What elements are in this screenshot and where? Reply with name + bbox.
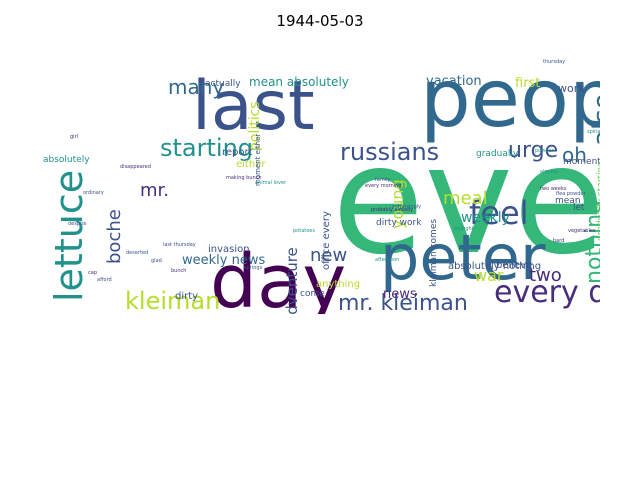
cloud-word-day: day bbox=[210, 239, 346, 314]
cloud-word-girl: girl bbox=[70, 134, 78, 140]
cloud-word-people: people bbox=[420, 52, 600, 145]
cloud-word-afternoon: afternoon bbox=[375, 257, 399, 263]
cloud-word-thursday: thursday bbox=[543, 59, 565, 65]
cloud-word-nothing: nothing bbox=[582, 200, 600, 284]
cloud-word-weekly: weekly bbox=[461, 210, 510, 226]
cloud-word-many: many bbox=[168, 75, 224, 99]
cloud-word-politics: politics bbox=[247, 101, 263, 151]
cloud-word-let: let bbox=[573, 203, 585, 213]
cloud-word-gradually: gradually bbox=[476, 149, 519, 159]
cloud-word-absolutely: absolutely bbox=[43, 155, 90, 165]
cloud-word-either: either bbox=[236, 159, 266, 170]
cloud-word-probably-already: probably already bbox=[371, 207, 413, 213]
cloud-word-oh: oh bbox=[562, 143, 587, 167]
cloud-word-two: two bbox=[529, 265, 562, 286]
cloud-word-moment: moment bbox=[563, 157, 600, 167]
cloud-word-meal: meal bbox=[443, 188, 488, 209]
cloud-word-despite: despite bbox=[68, 221, 86, 227]
cloud-word-afford: afford bbox=[97, 277, 112, 283]
cloud-word-moment-either: moment either bbox=[254, 134, 262, 186]
cloud-word-two-weeks: two weeks bbox=[540, 186, 567, 192]
cloud-word-first: first bbox=[515, 76, 540, 91]
cloud-word-mean: mean bbox=[555, 196, 581, 206]
cloud-word-peter: peter bbox=[380, 221, 546, 294]
cloud-word-russians: russians bbox=[340, 138, 439, 166]
cloud-word-deserted: deserted bbox=[126, 250, 148, 256]
cloud-word-report: report bbox=[222, 147, 253, 158]
cloud-word-adventure: adventure bbox=[283, 247, 301, 314]
cloud-word-last: last bbox=[192, 67, 315, 146]
cloud-word-dirty: dirty bbox=[175, 291, 198, 302]
cloud-word-glad: glad bbox=[151, 258, 162, 264]
cloud-word-every: every bbox=[332, 114, 600, 288]
cloud-word-come: come bbox=[300, 289, 325, 299]
cloud-word-feel: feel bbox=[469, 194, 529, 232]
cloud-word-starting: starting bbox=[160, 134, 253, 162]
cloud-word-anything: anything bbox=[316, 279, 360, 290]
cloud-word-springs: springs bbox=[244, 265, 263, 271]
cloud-word-lettuce: lettuce bbox=[47, 170, 91, 302]
cloud-word-actually: actually bbox=[205, 79, 241, 89]
cloud-word-absolutely-nothing: absolutely nothing bbox=[448, 261, 541, 272]
cloud-word-boche: boche bbox=[104, 209, 125, 264]
cloud-word-ordinary: ordinary bbox=[83, 190, 104, 196]
cloud-word-surprisingly: surprisingly bbox=[392, 204, 421, 210]
cloud-word-also: also bbox=[588, 93, 600, 146]
cloud-word-dirty-work: dirty work bbox=[376, 218, 422, 228]
cloud-word-making-bunch: making bunch bbox=[226, 175, 262, 181]
cloud-word-disappeared: disappeared bbox=[120, 164, 151, 170]
cloud-word-family: family bbox=[375, 177, 390, 183]
cloud-word-potatoes: potatoes bbox=[293, 228, 315, 234]
cloud-word-hard: hard bbox=[553, 238, 564, 244]
cloud-word-already: already bbox=[540, 169, 559, 175]
cloud-word-last-thursday: last thursday bbox=[163, 242, 196, 248]
cloud-word-every-morning: every morning bbox=[365, 183, 402, 189]
cloud-word-mr-kleiman: mr. kleiman bbox=[338, 291, 468, 314]
cloud-word-kleiman: kleiman bbox=[125, 287, 220, 314]
cloud-word-work: work bbox=[558, 82, 585, 95]
cloud-word-brought: brought bbox=[454, 226, 474, 232]
cloud-word-every-day: every day bbox=[494, 275, 600, 310]
cloud-word-mean-absolutely: mean absolutely bbox=[249, 75, 349, 89]
word-cloud-canvas: everypeople last day peter lettuce every day f… bbox=[43, 52, 600, 314]
cloud-word-bunch: bunch bbox=[171, 268, 186, 274]
cloud-word-gradually-starting: gradually starting bbox=[596, 161, 600, 241]
cloud-word-new: new bbox=[310, 245, 347, 266]
chart-title: 1944-05-03 bbox=[276, 12, 364, 30]
cloud-word-urge: urge bbox=[508, 138, 558, 163]
cloud-word-powder: powder bbox=[535, 148, 555, 154]
cloud-word-invasion: invasion bbox=[208, 244, 250, 255]
cloud-word-war: war bbox=[474, 266, 504, 285]
cloud-word-office-every: office every bbox=[321, 211, 332, 270]
cloud-word-believe: believe bbox=[496, 260, 532, 271]
cloud-word-cap: cap bbox=[88, 270, 97, 276]
cloud-word-news: news bbox=[383, 287, 417, 302]
cloud-word-vegetables: vegetables bbox=[568, 228, 596, 234]
cloud-word-young: young bbox=[388, 179, 407, 229]
word-cloud: everypeople last day peter lettuce every day f… bbox=[40, 34, 600, 314]
cloud-word-kleiman-comes: kleiman comes bbox=[429, 219, 439, 287]
cloud-word-spinach: spinach bbox=[587, 129, 600, 135]
cloud-word-vacation: vacation bbox=[426, 74, 482, 89]
cloud-word-weekly-news: weekly news bbox=[182, 253, 265, 268]
cloud-word-animal-lover: animal lover bbox=[255, 180, 287, 186]
cloud-word-flea-powder: flea powder bbox=[556, 191, 586, 197]
cloud-word-mr-: mr. bbox=[140, 180, 169, 201]
